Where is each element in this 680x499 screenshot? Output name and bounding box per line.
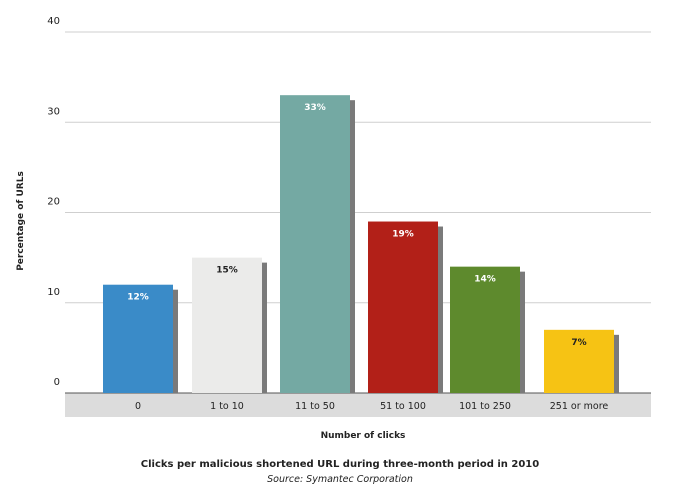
bar-value-label: 12% — [127, 293, 149, 303]
x-category-label: 0 — [135, 401, 141, 412]
y-tick-label: 40 — [47, 16, 60, 27]
x-axis-band — [65, 393, 651, 417]
y-tick-label: 0 — [54, 377, 60, 388]
y-tick-label: 30 — [47, 106, 60, 117]
bar-value-label: 19% — [392, 230, 414, 240]
bar-value-label: 7% — [571, 338, 586, 348]
bar — [368, 221, 438, 393]
bar-value-label: 15% — [216, 266, 238, 276]
bars: 12% 15% 33% 19% 14% 7% — [103, 95, 619, 394]
bar — [450, 266, 520, 393]
x-category-label: 51 to 100 — [380, 401, 426, 412]
y-axis-title: Percentage of URLs — [16, 171, 26, 271]
x-category-label: 251 or more — [550, 401, 609, 412]
chart-source: Source: Symantec Corporation — [267, 474, 413, 485]
x-category-label: 101 to 250 — [459, 401, 511, 412]
gridlines — [65, 31, 651, 304]
x-axis-title: Number of clicks — [321, 431, 406, 441]
bar — [103, 284, 173, 393]
chart-caption: Clicks per malicious shortened URL durin… — [140, 459, 540, 470]
bar — [280, 95, 350, 394]
bar — [192, 257, 262, 393]
bar-value-label: 14% — [474, 275, 496, 285]
x-category-label: 11 to 50 — [295, 401, 335, 412]
y-axis-ticks: 0 10 20 30 40 — [47, 16, 60, 388]
x-axis-categories: 0 1 to 10 11 to 50 51 to 100 101 to 250 251 o… — [135, 401, 608, 412]
bar — [544, 329, 614, 393]
bar-value-label: 33% — [304, 103, 326, 113]
y-tick-label: 10 — [47, 287, 60, 298]
y-tick-label: 20 — [47, 197, 60, 208]
x-category-label: 1 to 10 — [210, 401, 244, 412]
